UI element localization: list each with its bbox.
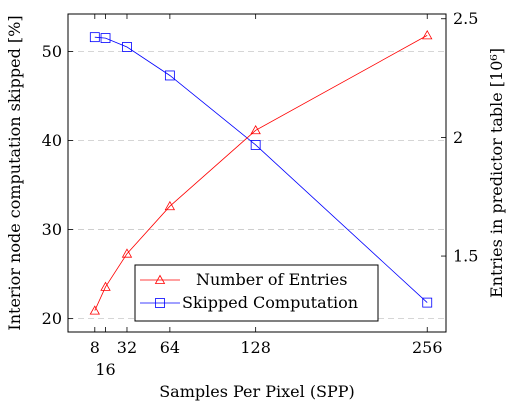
right-y-ticks: 1.5 2 2.5	[441, 9, 478, 266]
x-tick-label: 64	[160, 338, 180, 357]
data-point-skipped-computation	[100, 33, 111, 43]
right-y-tick-label: 2.5	[453, 9, 478, 28]
right-y-axis-label: Entries in predictor table [10⁶]	[487, 48, 506, 298]
left-y-tick-label: 40	[42, 131, 62, 150]
series-lines	[89, 30, 433, 315]
data-point-number-of-entries	[100, 281, 111, 291]
x-tick-label: 128	[240, 338, 271, 357]
data-point-skipped-computation	[422, 297, 433, 308]
x-tick-label: 8	[90, 338, 100, 357]
legend-marker-entries	[154, 274, 166, 284]
legend-label-skipped: Skipped Computation	[182, 293, 358, 312]
left-y-tick-label: 50	[42, 42, 62, 61]
data-point-skipped-computation	[250, 140, 261, 150]
data-point-number-of-entries	[164, 200, 176, 211]
series-line-skipped-computation	[94, 36, 428, 303]
legend-marker-skipped	[155, 298, 165, 308]
x-tick-label: 16	[95, 360, 115, 379]
x-axis-label: Samples Per Pixel (SPP)	[159, 382, 355, 401]
right-y-tick-label: 1.5	[453, 247, 478, 266]
data-point-skipped-computation	[89, 32, 100, 43]
data-point-number-of-entries	[121, 248, 133, 258]
plot-frame	[67, 13, 447, 333]
data-point-number-of-entries	[422, 30, 433, 40]
right-y-tick-label: 2	[453, 128, 463, 147]
left-y-tick-label: 20	[42, 309, 62, 328]
legend-label-entries: Number of Entries	[196, 270, 347, 289]
data-point-number-of-entries	[89, 305, 100, 315]
x-tick-label: 256	[412, 338, 443, 357]
legend: Number of Entries Skipped Computation	[134, 264, 379, 322]
series-line-number-of-entries	[94, 35, 428, 311]
left-y-ticks: 20 30 40 50	[42, 42, 73, 328]
data-point-skipped-computation	[164, 70, 175, 81]
legend-box	[134, 264, 379, 322]
left-y-tick-label: 30	[42, 220, 62, 239]
x-tick-label: 32	[117, 338, 137, 357]
data-point-number-of-entries	[250, 124, 261, 135]
data-point-skipped-computation	[122, 42, 132, 52]
left-y-axis-label: Interior node computation skipped [%]	[5, 15, 24, 330]
